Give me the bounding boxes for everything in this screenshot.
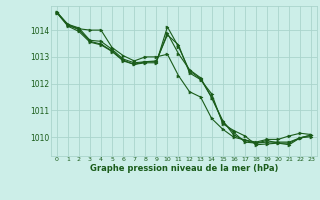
X-axis label: Graphe pression niveau de la mer (hPa): Graphe pression niveau de la mer (hPa): [90, 164, 278, 173]
